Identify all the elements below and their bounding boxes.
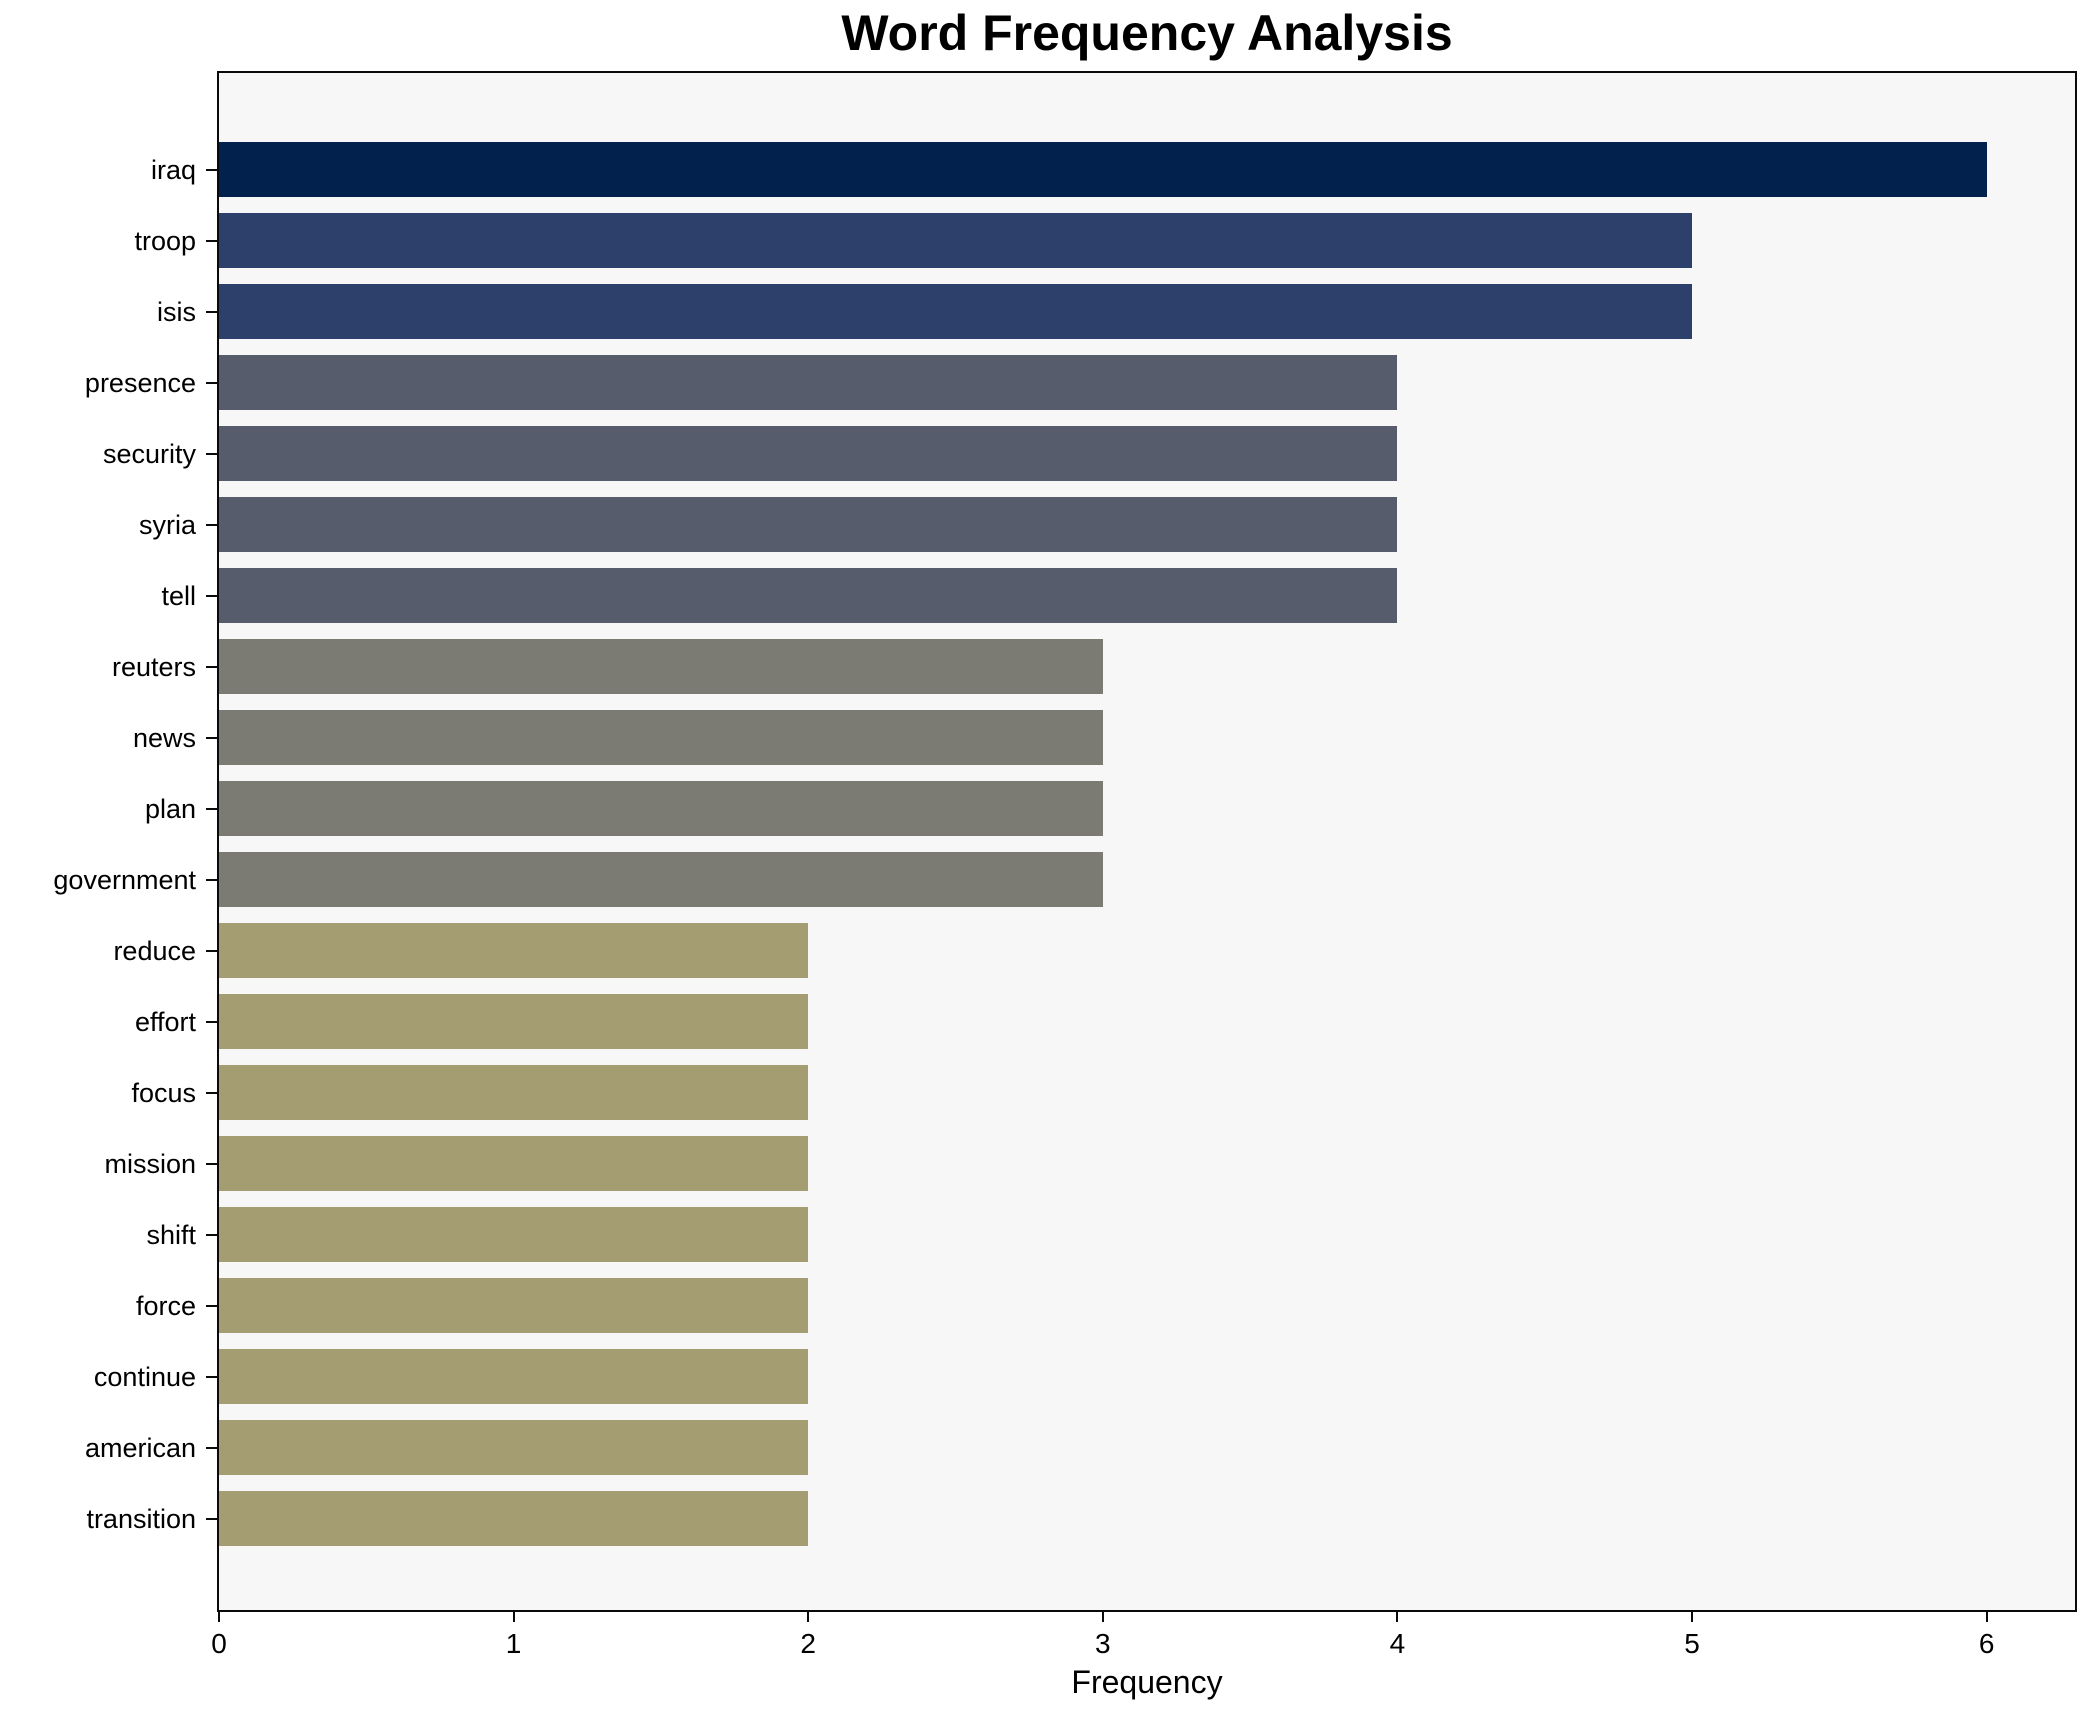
x-tick-mark <box>218 1612 220 1622</box>
bar-force <box>219 1278 808 1333</box>
bar-security <box>219 426 1397 481</box>
y-axis-tick-label: plan <box>144 793 196 824</box>
x-axis-tick-label: 2 <box>800 1628 816 1659</box>
bar-iraq <box>219 142 1987 197</box>
y-tick-mark <box>206 878 217 881</box>
x-axis-label: Frequency <box>1071 1664 1223 1700</box>
bar-reduce <box>219 923 808 978</box>
y-axis-tick-label: news <box>132 722 196 753</box>
bar-news <box>219 710 1103 765</box>
x-tick-mark <box>1985 1612 1988 1622</box>
x-tick-mark <box>1396 1612 1399 1622</box>
x-tick-mark <box>807 1612 810 1622</box>
bar-plan <box>219 781 1103 836</box>
bar-transition <box>219 1491 808 1546</box>
x-tick-mark <box>1691 1612 1694 1622</box>
y-tick-mark <box>206 239 217 242</box>
x-axis-tick-label: 0 <box>211 1628 227 1659</box>
y-axis-tick-label: isis <box>157 296 196 327</box>
x-axis-tick-label: 3 <box>1095 1628 1111 1659</box>
y-tick-mark <box>206 168 217 171</box>
y-axis-tick-label: force <box>135 1290 196 1321</box>
y-tick-mark <box>206 1020 217 1023</box>
bar-shift <box>219 1207 808 1262</box>
x-axis-tick-label: 4 <box>1389 1628 1406 1659</box>
bar-tell <box>219 568 1397 623</box>
bar-mission <box>219 1136 808 1191</box>
x-axis-tick-label: 6 <box>1978 1628 1995 1659</box>
bar-continue <box>219 1349 808 1404</box>
y-axis-tick-label: iraq <box>150 154 196 185</box>
bar-focus <box>219 1065 808 1120</box>
y-tick-mark <box>206 665 217 668</box>
x-tick-mark <box>1101 1612 1104 1622</box>
y-tick-mark <box>206 1375 217 1378</box>
bar-isis <box>219 284 1692 339</box>
y-tick-mark <box>206 1233 217 1236</box>
y-tick-mark <box>206 949 217 952</box>
y-axis-tick-label: syria <box>138 509 196 540</box>
y-axis-tick-label: effort <box>134 1006 196 1037</box>
y-tick-mark <box>206 807 217 810</box>
y-tick-mark <box>206 1304 217 1307</box>
y-axis-tick-label: reuters <box>111 651 196 682</box>
y-axis-tick-label: focus <box>131 1077 196 1108</box>
chart-title: Word Frequency Analysis <box>841 5 1453 61</box>
y-tick-mark <box>206 523 217 526</box>
bar-government <box>219 852 1103 907</box>
bar-presence <box>219 355 1397 410</box>
y-axis-tick-label: tell <box>161 580 196 611</box>
bar-effort <box>219 994 808 1049</box>
x-axis-tick-label: 5 <box>1684 1628 1700 1659</box>
y-axis-tick-label: continue <box>93 1361 196 1392</box>
y-axis-tick-label: transition <box>86 1503 196 1534</box>
y-axis-tick-label: american <box>84 1432 196 1463</box>
y-tick-mark <box>206 1091 217 1094</box>
plot-area <box>217 71 2077 1612</box>
y-axis-tick-label: security <box>102 438 196 469</box>
y-tick-mark <box>206 1162 217 1165</box>
x-axis-tick-label: 1 <box>505 1628 522 1659</box>
y-tick-mark <box>206 381 217 384</box>
y-axis-tick-label: government <box>53 864 196 895</box>
y-axis-tick-label: shift <box>146 1219 196 1250</box>
y-axis-tick-label: mission <box>104 1148 196 1179</box>
y-axis-tick-label: reduce <box>113 935 196 966</box>
bar-american <box>219 1420 808 1475</box>
y-tick-mark <box>206 452 217 455</box>
y-tick-mark <box>206 1517 217 1520</box>
bar-reuters <box>219 639 1103 694</box>
y-axis-tick-label: troop <box>134 225 196 256</box>
y-axis-tick-label: presence <box>84 367 196 398</box>
y-tick-mark <box>206 736 217 739</box>
x-tick-mark <box>512 1612 515 1622</box>
bar-syria <box>219 497 1397 552</box>
bar-troop <box>219 213 1692 268</box>
y-tick-mark <box>206 594 217 597</box>
y-tick-mark <box>206 310 217 313</box>
y-tick-mark <box>206 1446 217 1449</box>
